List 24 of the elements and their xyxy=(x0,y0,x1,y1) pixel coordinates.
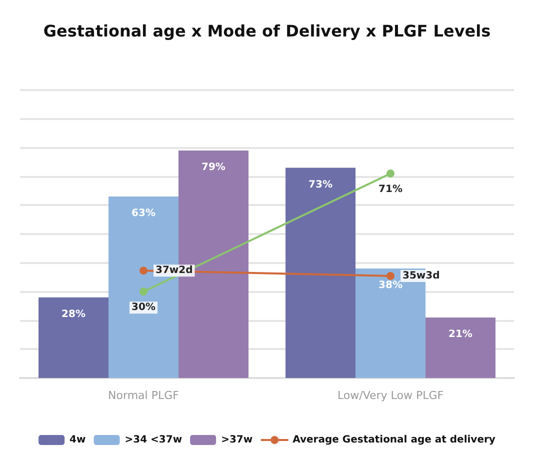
data-label: 73% xyxy=(308,179,332,190)
legend-label: 4w xyxy=(70,434,86,446)
legend-label: >34 <37w xyxy=(124,434,182,446)
point xyxy=(386,170,394,178)
legend-label: >37w xyxy=(221,434,253,446)
data-label: 37w2d xyxy=(156,265,193,276)
point xyxy=(140,266,148,275)
data-label: 63% xyxy=(132,208,156,220)
chart-title: Gestational age x Mode of Delivery x PLGF Levels xyxy=(43,22,491,40)
point xyxy=(386,272,394,280)
data-label: 30% xyxy=(132,302,156,314)
x-tick-label: Normal PLGF xyxy=(108,389,179,402)
bar xyxy=(425,318,496,378)
point xyxy=(140,288,148,296)
bar xyxy=(38,297,109,378)
data-label: 71% xyxy=(378,184,402,196)
legend-label: Average Gestational age at delivery xyxy=(292,434,496,446)
data-label: 79% xyxy=(202,162,226,173)
bar xyxy=(286,168,356,378)
data-label: 21% xyxy=(448,329,472,340)
data-label: 35w3d xyxy=(402,270,440,282)
data-label: 38% xyxy=(378,280,402,292)
x-tick-label: Low/Very Low PLGF xyxy=(337,389,444,402)
data-label: 28% xyxy=(62,308,86,320)
